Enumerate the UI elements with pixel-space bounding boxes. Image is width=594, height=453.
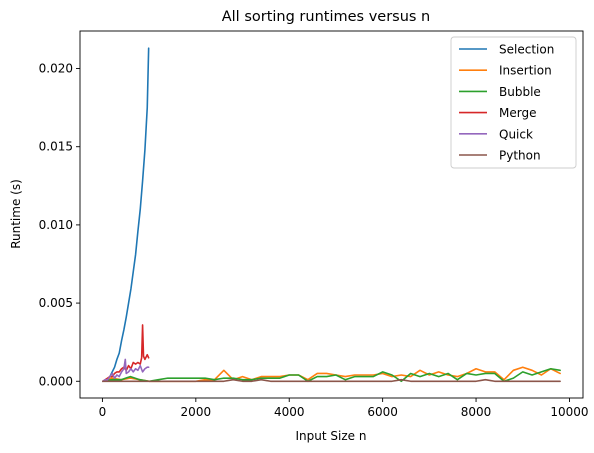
y-tick-label: 0.000 <box>39 374 73 388</box>
legend-label-merge: Merge <box>499 106 536 120</box>
x-axis-ticks: 0 2000 4000 6000 8000 10000 <box>99 398 589 419</box>
legend-label-bubble: Bubble <box>499 85 541 99</box>
x-tick-label: 10000 <box>550 405 588 419</box>
legend-label-selection: Selection <box>499 43 554 57</box>
y-axis-ticks: 0.000 0.005 0.010 0.015 0.020 <box>39 62 80 389</box>
y-tick-label: 0.020 <box>39 62 73 76</box>
x-axis-label: Input Size n <box>296 429 367 443</box>
x-tick-label: 6000 <box>367 405 398 419</box>
series-line-python <box>103 380 560 382</box>
legend: Selection Insertion Bubble Merge Quick Python <box>451 37 576 168</box>
x-tick-label: 8000 <box>461 405 492 419</box>
legend-label-insertion: Insertion <box>499 64 552 78</box>
y-axis-label: Runtime (s) <box>9 179 23 249</box>
legend-label-python: Python <box>499 149 541 163</box>
y-tick-label: 0.010 <box>39 218 73 232</box>
y-tick-label: 0.005 <box>39 296 73 310</box>
chart-title: All sorting runtimes versus n <box>222 9 431 25</box>
x-tick-label: 0 <box>99 405 107 419</box>
legend-label-quick: Quick <box>499 127 533 141</box>
x-tick-label: 2000 <box>181 405 212 419</box>
series-line-bubble <box>103 369 560 382</box>
y-tick-label: 0.015 <box>39 140 73 154</box>
x-tick-label: 4000 <box>274 405 305 419</box>
